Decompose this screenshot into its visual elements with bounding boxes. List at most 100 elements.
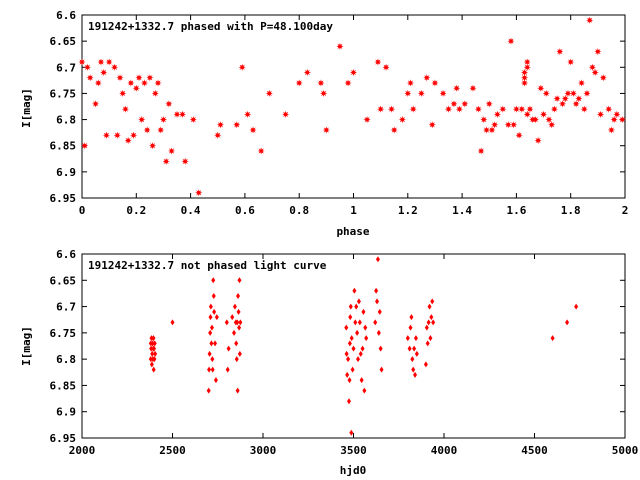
data-point: [159, 115, 168, 124]
data-point: [444, 105, 453, 113]
data-point: [140, 79, 149, 87]
data-point: [100, 68, 108, 77]
data-point: [249, 126, 257, 134]
data-point: [583, 89, 591, 98]
data-point: [561, 95, 569, 103]
data-point: [348, 314, 353, 321]
data-point: [409, 314, 414, 321]
data-point: [121, 105, 130, 113]
data-point: [477, 147, 485, 155]
data-point: [379, 366, 384, 373]
data-point: [491, 121, 499, 129]
data-point: [238, 319, 243, 326]
data-point: [499, 105, 507, 113]
data-point: [607, 126, 616, 134]
data-point: [352, 287, 357, 294]
data-point: [135, 74, 143, 82]
data-points: [148, 256, 579, 436]
data-point: [110, 63, 119, 71]
y-tick-label: 6.95: [50, 192, 77, 205]
data-point: [344, 79, 352, 87]
x-tick-label: 4000: [431, 444, 458, 457]
data-point: [195, 189, 203, 197]
x-tick-label: 3500: [340, 444, 367, 457]
y-tick-label: 6.7: [56, 301, 76, 314]
x-tick-label: 1.4: [452, 204, 472, 217]
data-point: [119, 89, 127, 98]
data-point: [234, 356, 239, 363]
axis-ticks: 0 0.2 0.4 0.6 0.8 1 1.2 1.4 1.6 1.8 2 6.6 6.65 6.7 6.7…: [50, 9, 629, 217]
x-tick-label: 4500: [521, 444, 548, 457]
data-point: [214, 314, 219, 321]
data-point: [211, 277, 216, 284]
data-point: [374, 58, 382, 66]
data-point: [225, 366, 230, 373]
data-point: [353, 319, 358, 326]
data-point: [542, 89, 550, 98]
data-point: [151, 89, 159, 98]
data-point: [237, 277, 242, 284]
data-point: [362, 387, 367, 394]
data-point: [618, 115, 626, 124]
data-point: [209, 340, 214, 347]
data-point: [558, 100, 567, 108]
data-point: [376, 329, 381, 336]
data-point: [409, 105, 417, 113]
data-point: [439, 89, 447, 98]
data-point: [152, 340, 157, 347]
data-point: [282, 110, 290, 118]
x-tick-label: 2: [622, 204, 629, 217]
data-point: [599, 74, 607, 82]
data-point: [375, 298, 380, 305]
data-point: [431, 79, 439, 87]
data-point: [510, 121, 518, 129]
data-point: [407, 345, 412, 352]
data-point: [428, 335, 433, 342]
y-tick-label: 6.8: [56, 353, 76, 366]
axis-ticks: 2000 2500 3000 3500 4000 4500 5000 6.6 6.65 6.7 6.…: [50, 248, 639, 457]
data-point: [357, 319, 362, 326]
data-point: [178, 110, 187, 118]
y-tick-label: 6.75: [50, 87, 77, 100]
data-point: [83, 63, 92, 71]
data-point: [375, 256, 380, 263]
data-point: [523, 58, 531, 66]
data-point: [244, 110, 252, 118]
data-point: [149, 361, 154, 368]
data-point: [146, 74, 154, 82]
y-tick-label: 6.6: [56, 9, 76, 22]
data-point: [572, 100, 580, 108]
y-tick-label: 6.95: [50, 432, 77, 445]
y-tick-label: 6.85: [50, 379, 77, 392]
data-point: [94, 79, 102, 87]
data-point: [234, 340, 239, 347]
data-point: [143, 126, 151, 134]
data-point: [361, 308, 366, 315]
x-tick-label: 1.6: [506, 204, 526, 217]
data-point: [507, 37, 515, 45]
data-point: [424, 324, 429, 331]
data-point: [152, 356, 157, 363]
data-point: [574, 303, 579, 310]
data-point: [233, 121, 241, 129]
data-point: [347, 340, 352, 347]
data-point: [237, 350, 242, 357]
x-tick-label: 1.2: [398, 204, 418, 217]
data-point: [427, 303, 432, 310]
data-point: [148, 142, 157, 150]
data-point: [398, 115, 406, 124]
data-point: [351, 345, 356, 352]
data-point: [210, 356, 215, 363]
data-point: [152, 345, 157, 352]
y-tick-label: 6.75: [50, 327, 77, 340]
y-tick-label: 6.9: [56, 406, 76, 419]
data-point: [346, 398, 351, 405]
data-point: [124, 136, 132, 145]
plot-frame: [81, 14, 626, 199]
data-point: [170, 319, 175, 326]
data-point: [127, 79, 135, 87]
data-point: [382, 63, 390, 71]
data-point: [347, 377, 352, 384]
data-point: [207, 350, 212, 357]
